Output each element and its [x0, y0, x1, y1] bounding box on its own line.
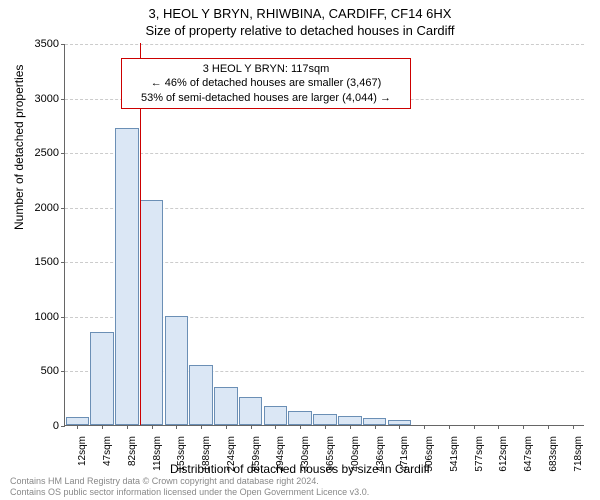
histogram-bar: [313, 414, 337, 425]
x-tick-mark: [201, 425, 202, 429]
footer-line-2: Contains OS public sector information li…: [10, 487, 369, 498]
x-tick-mark: [152, 425, 153, 429]
y-tick-mark: [61, 208, 65, 209]
histogram-bar: [115, 128, 139, 425]
x-tick-mark: [127, 425, 128, 429]
histogram-bar: [140, 200, 164, 425]
y-tick-mark: [61, 99, 65, 100]
y-tick-mark: [61, 153, 65, 154]
x-tick-mark: [548, 425, 549, 429]
x-tick-mark: [300, 425, 301, 429]
x-tick-mark: [523, 425, 524, 429]
annotation-line: ← 46% of detached houses are smaller (3,…: [128, 76, 404, 90]
x-axis-label: Distribution of detached houses by size …: [0, 462, 600, 476]
gridline: [65, 44, 584, 45]
x-tick-mark: [275, 425, 276, 429]
histogram-bar: [66, 417, 90, 425]
x-tick-label: 47sqm: [102, 432, 113, 466]
y-tick-mark: [61, 262, 65, 263]
histogram-bar: [90, 332, 114, 425]
histogram-bar: [338, 416, 362, 425]
x-tick-mark: [325, 425, 326, 429]
x-tick-mark: [424, 425, 425, 429]
histogram-bar: [165, 316, 189, 425]
x-tick-mark: [176, 425, 177, 429]
y-tick-mark: [61, 44, 65, 45]
x-tick-mark: [102, 425, 103, 429]
x-tick-mark: [251, 425, 252, 429]
title-sub: Size of property relative to detached ho…: [0, 21, 600, 38]
histogram-bar: [264, 406, 288, 425]
x-tick-mark: [449, 425, 450, 429]
annotation-box: 3 HEOL Y BRYN: 117sqm← 46% of detached h…: [121, 58, 411, 109]
annotation-line: 3 HEOL Y BRYN: 117sqm: [128, 62, 404, 76]
y-tick-mark: [61, 426, 65, 427]
title-main: 3, HEOL Y BRYN, RHIWBINA, CARDIFF, CF14 …: [0, 0, 600, 21]
chart-area: 050010001500200025003000350012sqm47sqm82…: [64, 44, 584, 426]
x-tick-mark: [350, 425, 351, 429]
y-axis-label: Number of detached properties: [12, 65, 26, 230]
x-tick-mark: [474, 425, 475, 429]
histogram-bar: [288, 411, 312, 425]
footer-attribution: Contains HM Land Registry data © Crown c…: [10, 476, 369, 498]
x-tick-label: 82sqm: [127, 432, 138, 466]
x-tick-mark: [573, 425, 574, 429]
x-tick-mark: [77, 425, 78, 429]
histogram-bar: [214, 387, 238, 425]
gridline: [65, 153, 584, 154]
histogram-bar: [189, 365, 213, 425]
x-tick-mark: [399, 425, 400, 429]
x-tick-mark: [375, 425, 376, 429]
x-tick-mark: [498, 425, 499, 429]
x-tick-mark: [226, 425, 227, 429]
x-tick-label: 12sqm: [77, 432, 88, 466]
footer-line-1: Contains HM Land Registry data © Crown c…: [10, 476, 369, 487]
plot-region: 050010001500200025003000350012sqm47sqm82…: [64, 44, 584, 426]
y-tick-mark: [61, 371, 65, 372]
annotation-line: 53% of semi-detached houses are larger (…: [128, 91, 404, 105]
y-tick-mark: [61, 317, 65, 318]
histogram-bar: [239, 397, 263, 425]
